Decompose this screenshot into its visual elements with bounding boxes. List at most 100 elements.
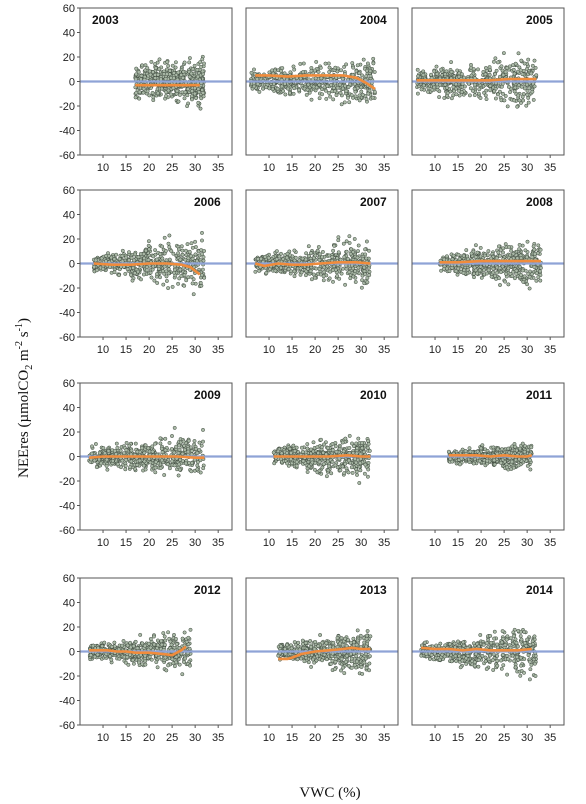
data-point <box>171 86 176 91</box>
data-point <box>514 271 519 276</box>
data-point <box>277 254 282 259</box>
data-point <box>357 71 362 76</box>
data-point <box>330 255 335 259</box>
data-point <box>309 97 314 102</box>
data-point <box>355 63 360 68</box>
x-tick-label: 15 <box>120 537 132 549</box>
data-point <box>171 76 176 81</box>
data-point <box>445 91 450 96</box>
data-point <box>333 65 338 70</box>
data-point <box>368 69 373 74</box>
data-point <box>344 89 349 93</box>
data-point <box>316 69 321 74</box>
data-point <box>285 461 290 466</box>
data-point <box>492 89 497 94</box>
data-point <box>317 257 322 262</box>
data-point <box>185 87 190 92</box>
data-point <box>104 259 108 264</box>
data-point <box>192 91 197 96</box>
x-tick-label: 30 <box>355 537 367 549</box>
data-point <box>193 447 198 451</box>
data-point <box>517 264 522 269</box>
x-tick-label: 20 <box>143 537 155 549</box>
y-tick-label: 40 <box>63 403 75 415</box>
data-point <box>439 67 444 72</box>
data-point <box>201 439 205 444</box>
data-point <box>153 76 158 81</box>
data-point <box>185 93 190 98</box>
y-tick-label: -20 <box>59 283 75 295</box>
data-point <box>472 93 477 98</box>
panel-year-label: 2004 <box>360 13 387 27</box>
data-point <box>291 91 296 96</box>
data-point <box>353 269 358 274</box>
data-point <box>472 275 476 280</box>
data-point <box>172 463 177 468</box>
data-point <box>188 254 193 258</box>
data-point <box>364 97 369 102</box>
data-point <box>312 275 317 280</box>
data-point <box>306 266 310 271</box>
data-point <box>293 255 298 260</box>
data-point <box>461 271 466 275</box>
data-point <box>166 241 171 246</box>
data-point <box>301 459 306 464</box>
data-point <box>350 61 355 66</box>
data-point <box>199 443 204 448</box>
data-point <box>139 73 144 78</box>
data-point <box>363 272 368 277</box>
data-point <box>501 91 505 96</box>
data-point <box>311 449 316 454</box>
y-tick-label: -20 <box>59 101 75 113</box>
data-point <box>167 245 172 249</box>
data-point <box>181 69 186 74</box>
data-point <box>286 267 291 272</box>
data-point <box>104 457 109 462</box>
data-point <box>201 466 206 471</box>
data-point <box>520 94 525 99</box>
panel-year-label: 2003 <box>92 13 119 27</box>
data-point <box>147 69 152 74</box>
x-tick-label: 25 <box>332 344 344 356</box>
data-point <box>342 64 347 69</box>
data-point <box>120 248 125 253</box>
x-tick-label: 10 <box>263 162 275 174</box>
x-axis-title: VWC (%) <box>299 785 360 801</box>
panel-year-label: 2009 <box>194 388 221 402</box>
y-tick-label: 0 <box>69 77 75 89</box>
data-point <box>94 268 99 273</box>
data-point <box>528 458 533 463</box>
data-point <box>127 250 131 255</box>
x-tick-label: 10 <box>263 344 275 356</box>
data-point <box>345 95 350 100</box>
data-point <box>496 250 501 255</box>
data-point <box>502 98 507 103</box>
data-point <box>421 72 426 77</box>
data-point <box>127 443 132 448</box>
data-point <box>172 425 177 430</box>
data-point <box>461 253 466 258</box>
data-point <box>488 83 493 88</box>
data-point <box>163 248 168 253</box>
data-point <box>160 256 165 261</box>
data-point <box>499 64 504 69</box>
data-point <box>322 269 327 274</box>
data-point <box>435 71 440 76</box>
data-point <box>122 451 127 456</box>
data-point <box>124 255 129 260</box>
data-point <box>183 248 188 253</box>
data-point <box>321 278 326 283</box>
data-point <box>348 251 353 256</box>
data-point <box>283 92 288 97</box>
data-point <box>509 248 514 253</box>
data-point <box>478 264 483 269</box>
data-point <box>128 272 133 277</box>
data-point <box>311 440 316 445</box>
y-tick-label: 0 <box>69 259 75 271</box>
data-point <box>288 70 293 75</box>
data-point <box>415 67 420 72</box>
